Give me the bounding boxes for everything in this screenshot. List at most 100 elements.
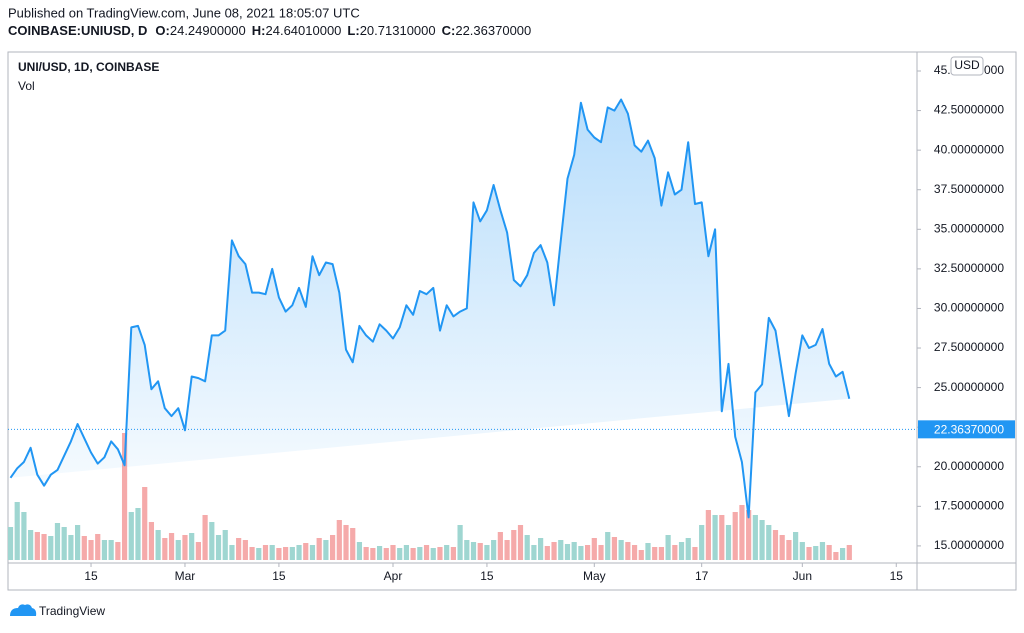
volume-bar <box>34 532 40 560</box>
y-tick-label: 37.50000000 <box>934 182 1004 196</box>
volume-bar <box>356 542 363 560</box>
brand: TradingView <box>10 604 105 618</box>
volume-bar <box>826 545 832 560</box>
volume-bar <box>430 548 436 560</box>
volume-bar <box>242 540 248 560</box>
volume-bar <box>236 538 242 560</box>
volume-bar <box>712 515 718 560</box>
ohlc-value: 20.71310000 <box>360 23 436 38</box>
volume-bar <box>752 515 758 560</box>
x-tick-label: Jun <box>793 569 812 583</box>
volume-bar <box>544 546 550 560</box>
volume-bar <box>128 512 134 560</box>
volume-bar <box>48 536 54 560</box>
volume-bar <box>450 547 456 560</box>
volume-bar <box>303 543 309 560</box>
volume-bar <box>202 515 208 560</box>
symbol: COINBASE:UNIUSD, D <box>8 23 147 38</box>
volume-bar <box>81 536 87 560</box>
volume-bar <box>625 542 631 560</box>
volume-bar <box>75 525 81 560</box>
volume-bar <box>417 547 423 560</box>
volume-bar <box>652 547 658 560</box>
volume-bar <box>732 512 738 560</box>
x-tick-label: May <box>583 569 606 583</box>
volume-bar <box>222 530 228 560</box>
volume-bar <box>766 525 772 560</box>
y-tick-label: 20.00000000 <box>934 459 1004 473</box>
volume-bar <box>705 510 711 560</box>
volume-bar <box>477 543 483 560</box>
y-tick-label: 42.50000000 <box>934 103 1004 117</box>
x-tick-label: 15 <box>890 569 904 583</box>
volume-bar <box>551 542 557 560</box>
volume-bar <box>631 545 638 560</box>
x-tick-label: Apr <box>384 569 403 583</box>
volume-bar <box>813 546 819 560</box>
volume-bar <box>437 547 443 560</box>
volume-bar <box>289 547 295 560</box>
ohlc-value: 22.36370000 <box>455 23 531 38</box>
volume-bar <box>779 535 785 560</box>
ohlc-label: O: <box>155 23 169 38</box>
volume-bar <box>725 525 732 560</box>
volume-bar <box>142 487 148 560</box>
price-area <box>10 99 850 518</box>
chart-title: UNI/USD, 1D, COINBASE <box>18 60 159 74</box>
volume-bar <box>296 545 302 560</box>
last-price-label: 22.36370000 <box>934 423 1004 437</box>
volume-bar <box>115 542 121 560</box>
volume-bar <box>41 534 47 560</box>
volume-bar <box>309 545 316 560</box>
volume-bar <box>672 545 678 560</box>
x-tick-label: Mar <box>175 569 196 583</box>
volume-bar <box>410 548 416 560</box>
volume-bar <box>162 538 168 560</box>
volume-label: Vol <box>18 79 35 93</box>
volume-bar <box>658 547 665 560</box>
volume-bar <box>806 547 812 560</box>
volume-bar <box>571 542 577 560</box>
ohlc-value: 24.24900000 <box>170 23 246 38</box>
volume-bar <box>538 538 544 560</box>
volume-bar <box>215 535 222 560</box>
volume-bar <box>833 552 839 560</box>
volume-bar <box>839 548 846 560</box>
volume-bar <box>423 545 430 560</box>
last-price-box <box>918 420 1015 439</box>
y-tick-label: 32.50000000 <box>934 261 1004 275</box>
volume-bar <box>343 525 349 560</box>
volume-bar <box>793 532 799 560</box>
volume-bar <box>739 505 745 560</box>
y-tick-label: 30.00000000 <box>934 301 1004 315</box>
price-line <box>9 98 851 519</box>
y-tick-label: 27.50000000 <box>934 340 1004 354</box>
volume-bar <box>457 525 463 560</box>
volume-bar <box>390 545 396 560</box>
volume-bar <box>665 535 671 560</box>
volume-bar <box>8 527 14 560</box>
volume-bar <box>182 535 188 560</box>
volume-bar <box>491 540 497 560</box>
volume-bar <box>524 535 530 560</box>
volume-bar <box>256 548 262 560</box>
brand-logo <box>10 604 37 616</box>
volume-bar <box>699 525 705 560</box>
volume-bar <box>363 547 369 560</box>
volume-bar <box>685 538 691 560</box>
x-tick-label: 15 <box>480 569 494 583</box>
volume-bar <box>470 542 477 560</box>
currency-badge <box>950 56 984 76</box>
volume-bar <box>316 538 322 560</box>
volume-bar <box>504 540 510 560</box>
plot-area <box>8 98 917 560</box>
ohlc-label: H: <box>252 23 266 38</box>
volume-bar <box>497 532 503 560</box>
volume-bar <box>229 545 235 560</box>
volume-bar <box>819 542 826 560</box>
volume-bar <box>517 525 524 560</box>
volume-bar <box>376 546 383 560</box>
volume-bar <box>283 547 289 560</box>
volume-bar <box>746 510 752 560</box>
